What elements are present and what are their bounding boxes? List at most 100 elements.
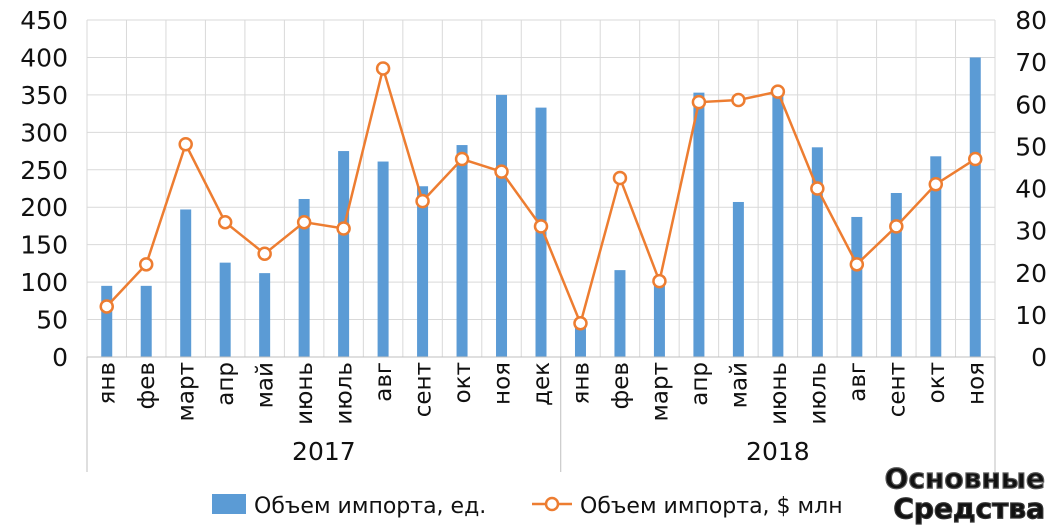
month-label: фев	[134, 362, 160, 409]
left-tick-label: 50	[36, 306, 68, 335]
bar	[693, 92, 705, 358]
line-series-usd	[99, 61, 983, 331]
year-label: 2017	[292, 437, 356, 466]
bar	[969, 57, 981, 357]
left-axis-tick-labels: 0 50 100 150 200 250 300 350 400 450	[20, 6, 68, 372]
line-point	[928, 177, 944, 192]
month-label: июнь	[292, 362, 318, 425]
right-axis-tick-labels: 0 10 20 30 40 50 60 70 80	[1015, 6, 1047, 372]
month-label: апр	[213, 362, 239, 406]
bar	[496, 94, 508, 357]
month-label: май	[726, 362, 752, 408]
bar	[574, 327, 586, 357]
line-point	[770, 84, 786, 99]
line-point	[178, 137, 193, 152]
bar	[101, 285, 113, 357]
month-label: янв	[568, 362, 594, 404]
month-label: сент	[884, 362, 910, 417]
month-label: ноя	[963, 362, 989, 405]
line-point	[691, 94, 707, 110]
right-tick-label: 10	[1015, 301, 1047, 330]
month-label: май	[253, 362, 279, 408]
line-point	[454, 151, 470, 167]
year-label: 2018	[746, 437, 810, 466]
bar	[772, 94, 784, 357]
bar	[811, 147, 823, 357]
right-tick-label: 70	[1015, 48, 1047, 77]
line-point	[968, 151, 983, 167]
bar	[219, 262, 231, 357]
x-axis-month-labels: янв фев март апр май июнь июль авг сент окт ноя дек…	[95, 362, 990, 425]
line-point	[849, 257, 865, 272]
month-label: март	[174, 362, 200, 421]
line-point	[573, 316, 588, 331]
line-point	[494, 164, 509, 179]
watermark-line-2: Средства	[893, 492, 1045, 525]
bar	[456, 145, 468, 357]
month-label: авг	[371, 362, 397, 402]
month-label: июль	[332, 362, 358, 425]
line-point	[336, 221, 351, 236]
bar	[890, 192, 902, 357]
bar	[417, 186, 429, 357]
month-label: фев	[608, 362, 634, 409]
left-tick-label: 250	[20, 156, 68, 185]
line-point	[415, 193, 430, 209]
left-tick-label: 400	[20, 43, 68, 72]
bar	[259, 273, 271, 357]
left-tick-label: 300	[20, 118, 68, 147]
bar	[377, 161, 389, 357]
line-point	[889, 219, 904, 234]
line-point	[375, 61, 391, 76]
line-point	[257, 246, 272, 262]
month-label: июнь	[766, 362, 792, 425]
month-label: ноя	[490, 362, 516, 405]
legend-bar-label: Объем импорта, ед.	[254, 494, 486, 519]
month-label: март	[647, 362, 673, 421]
bar	[653, 276, 665, 357]
bar	[140, 285, 152, 357]
line-point	[138, 257, 154, 272]
left-tick-label: 350	[20, 81, 68, 110]
month-label: янв	[95, 362, 121, 404]
bar	[614, 270, 626, 357]
watermark-line-1: Основные	[885, 462, 1045, 495]
bar	[180, 209, 192, 357]
month-label: окт	[450, 362, 476, 403]
legend: Объем импорта, ед. Объем импорта, $ млн	[212, 494, 843, 519]
line-point	[99, 299, 114, 314]
line-point	[810, 181, 825, 196]
line-point	[533, 219, 549, 234]
right-tick-label: 50	[1015, 132, 1047, 161]
right-tick-label: 0	[1031, 343, 1047, 372]
line-point	[217, 214, 233, 230]
legend-bar-swatch	[212, 494, 246, 514]
line-point	[731, 92, 746, 108]
right-tick-label: 40	[1015, 175, 1047, 204]
month-label: апр	[687, 362, 713, 406]
line-point	[612, 170, 628, 186]
legend-line-label: Объем импорта, $ млн	[580, 494, 843, 519]
right-tick-label: 30	[1015, 217, 1047, 246]
month-label: окт	[924, 362, 950, 403]
left-tick-label: 150	[20, 231, 68, 260]
right-tick-label: 60	[1015, 90, 1047, 119]
line-point	[296, 214, 312, 230]
bar	[298, 198, 310, 357]
right-tick-label: 20	[1015, 259, 1047, 288]
bar	[930, 156, 942, 357]
month-label: июль	[805, 362, 831, 425]
left-tick-label: 450	[20, 6, 68, 35]
left-tick-label: 100	[20, 268, 68, 297]
month-label: дек	[529, 362, 555, 406]
left-tick-label: 0	[52, 343, 68, 372]
month-label: сент	[411, 362, 437, 417]
line-point	[652, 273, 667, 289]
bar	[732, 201, 744, 357]
legend-line-marker	[544, 496, 560, 512]
bar	[851, 216, 863, 357]
month-label: авг	[845, 362, 871, 402]
x-axis-year-groups: 2017 2018	[86, 357, 996, 472]
